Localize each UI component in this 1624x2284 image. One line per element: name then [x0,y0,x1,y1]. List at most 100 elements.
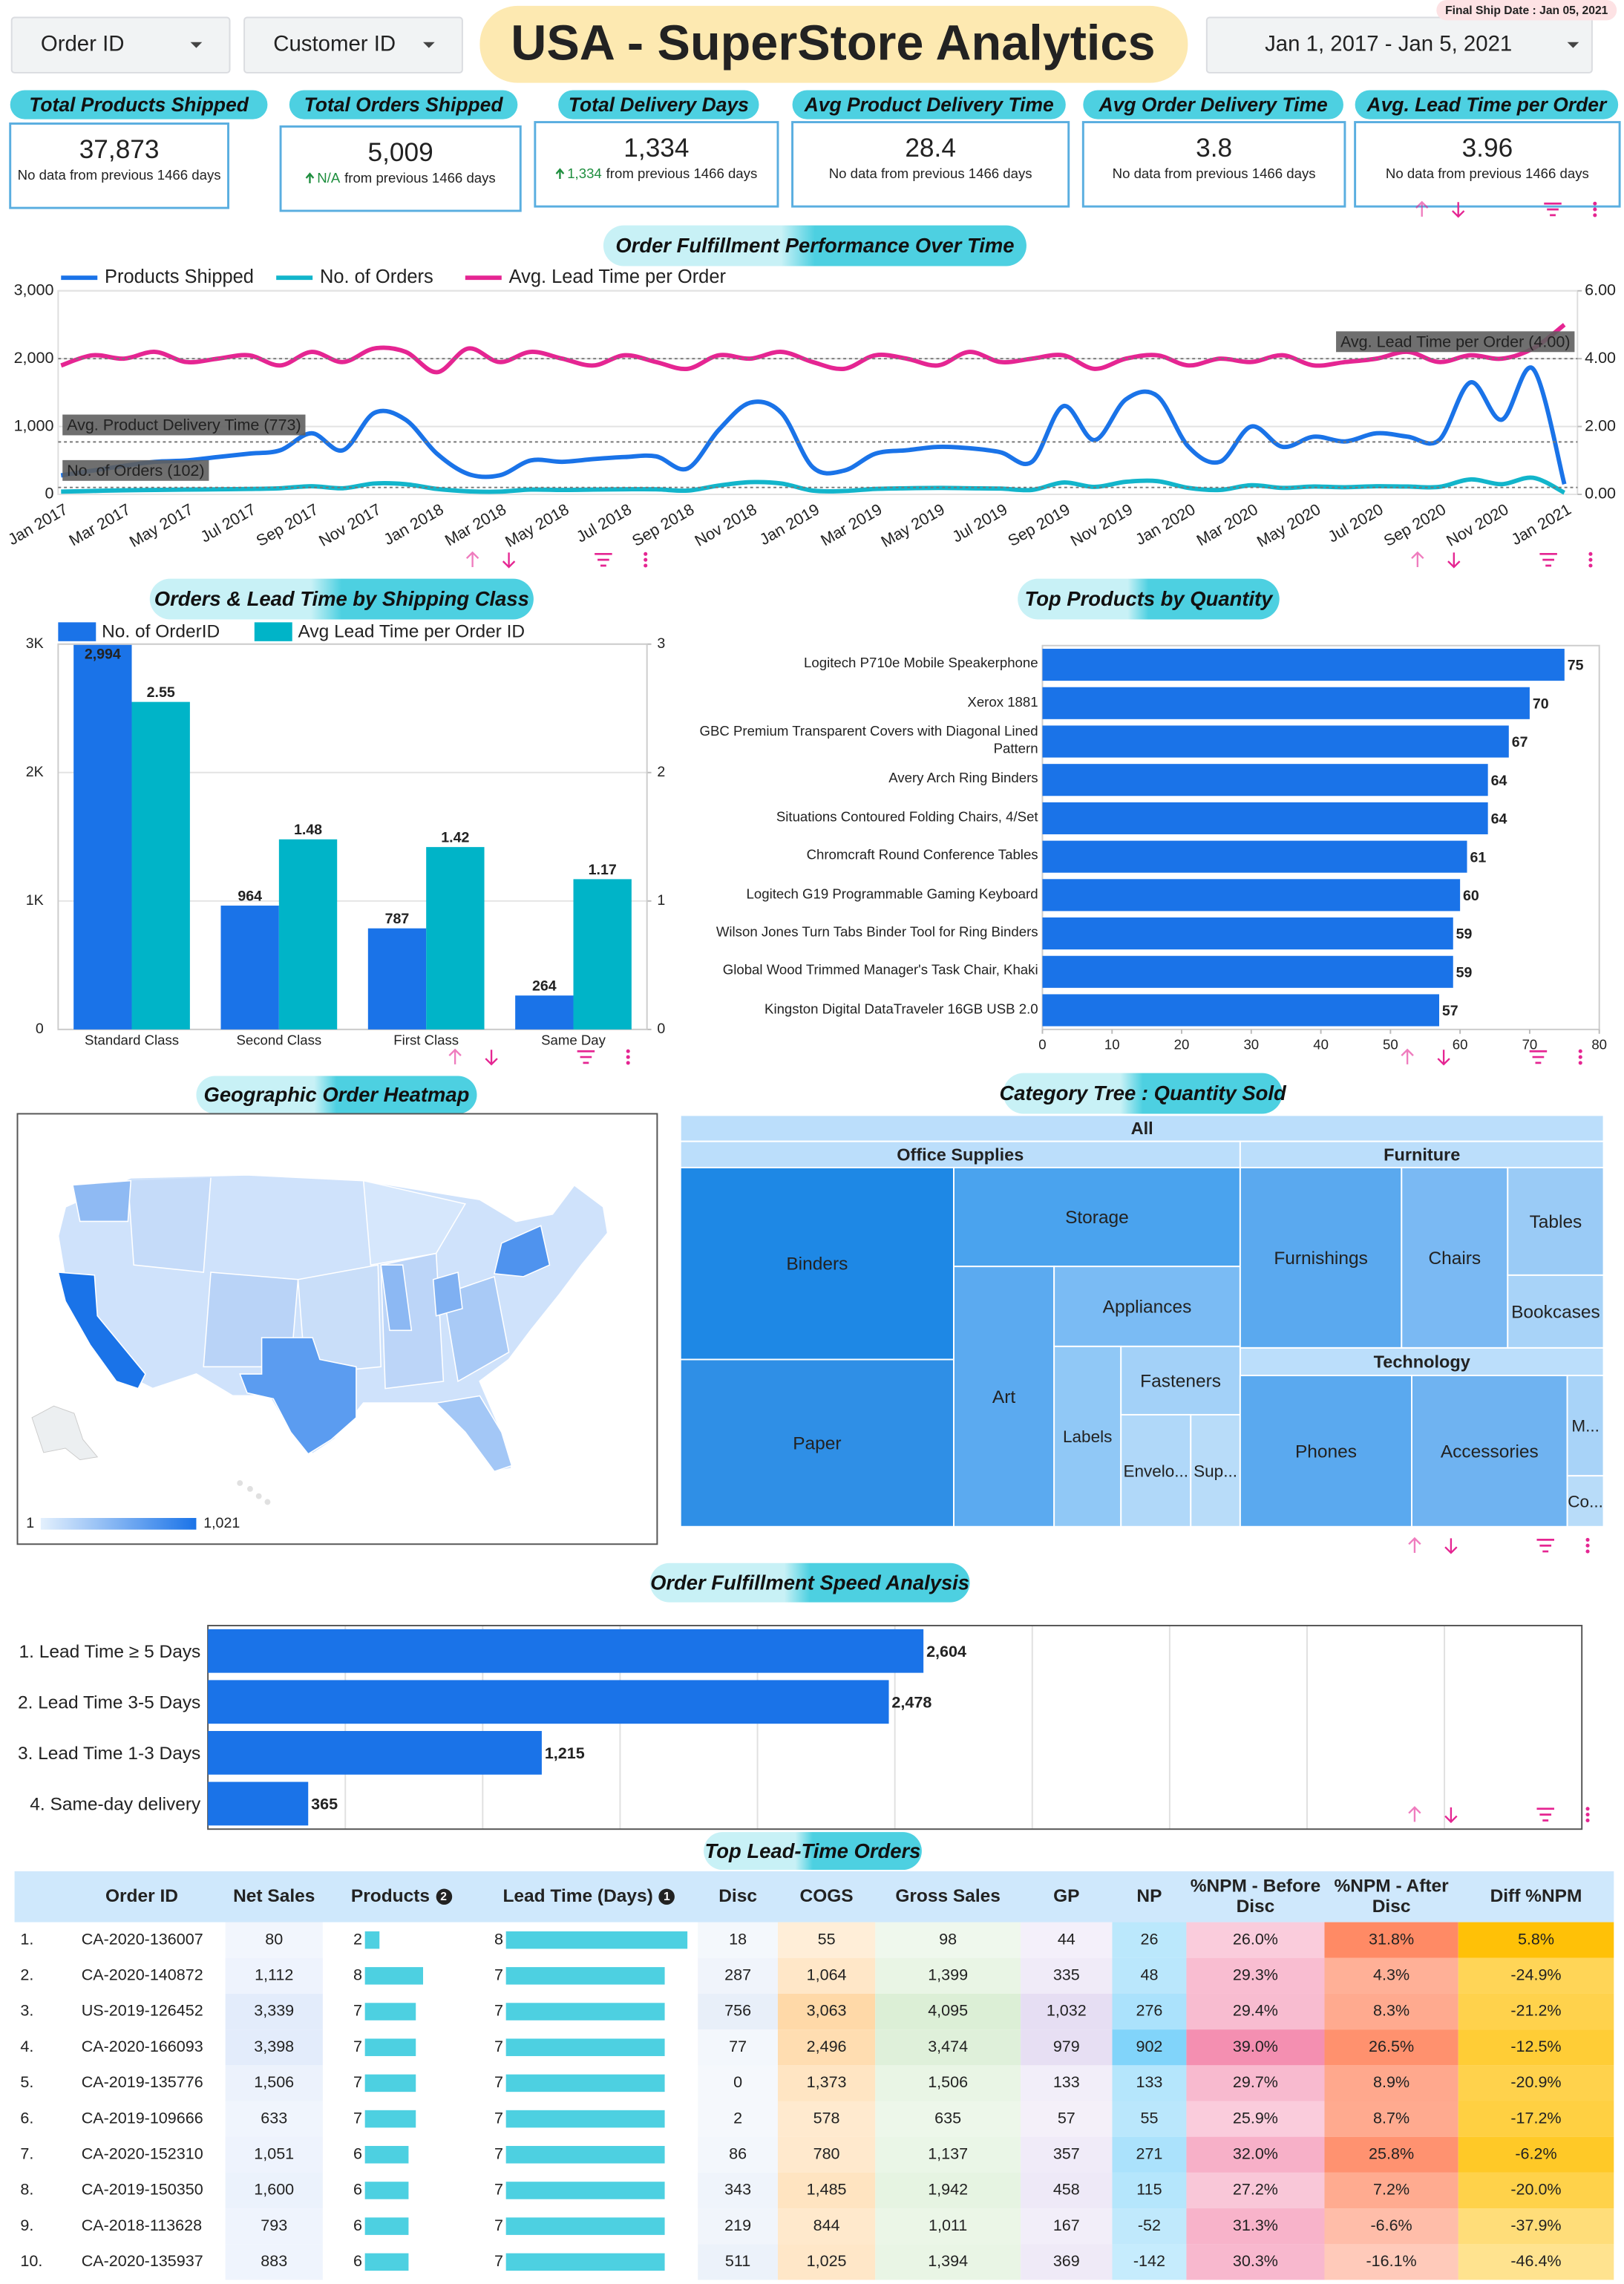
treemap-label: Accessories [1441,1442,1539,1462]
treemap-header-label: All [1131,1119,1153,1138]
tool-sort-up[interactable] [1415,200,1429,217]
tool-menu-dot[interactable] [1578,1049,1582,1053]
tool-sort-down[interactable] [1444,1538,1458,1554]
cell-text: 167 [1053,2216,1080,2234]
bar [1042,955,1453,988]
treemap-cell[interactable] [1053,1345,1122,1528]
tool-sort-down[interactable] [1444,1807,1458,1824]
treemap-cell[interactable] [1411,1375,1568,1528]
category-text: Logitech P710e Mobile Speakerphone [804,655,1038,673]
tool-sort-down[interactable] [502,552,516,569]
kpi-comparison: 1,334 from previous 1466 days [567,166,757,181]
reference-label-bg [62,414,306,436]
cell-text: -37.9% [1510,2216,1561,2234]
tool-menu-dot[interactable] [1593,207,1597,212]
treemap-header-label: Furniture [1384,1145,1460,1164]
tool-filter[interactable] [1539,552,1557,567]
cell-text: -16.1% [1366,2252,1416,2270]
x-tick-label: Jul 2019 [949,500,1010,546]
cell-bar [505,2074,665,2092]
treemap-cell[interactable] [679,1358,955,1528]
treemap-cell[interactable] [1507,1274,1605,1349]
treemap-cell[interactable] [953,1266,1055,1528]
treemap-label: Co... [1568,1492,1603,1511]
filter-dropdown[interactable] [10,16,231,73]
tool-filter[interactable] [1529,1050,1548,1064]
tool-menu-dot[interactable] [1578,1061,1582,1065]
treemap-cell[interactable] [1239,1375,1412,1528]
tool-sort-up[interactable] [465,551,479,567]
bar [1042,994,1440,1027]
tool-sort-down[interactable] [485,1050,498,1066]
tool-menu-dot[interactable] [1585,1818,1590,1822]
bar [208,1629,924,1673]
cell-bg [225,2244,323,2280]
tool-menu-dot[interactable] [1585,1537,1590,1542]
category-text: 3. Lead Time 1-3 Days [17,1742,201,1764]
treemap-cell[interactable] [1566,1475,1605,1528]
category-label: Kingston Digital DataTraveler 16GB USB 2… [764,1001,1038,1018]
tool-sort-up[interactable] [1408,1537,1421,1554]
y2-tick-label: 3 [657,635,665,652]
column-name: Products [350,1885,430,1906]
tool-menu-dot[interactable] [1585,1549,1590,1554]
tool-filter[interactable] [1536,1807,1554,1822]
treemap-cell[interactable] [679,1166,955,1361]
treemap-cell[interactable] [1507,1166,1605,1276]
column-header: Products 2 [350,1885,452,1906]
cell-text: 756 [724,2002,751,2020]
tool-menu-dot[interactable] [1593,201,1597,206]
cell-bg [225,1957,323,1994]
tool-menu-dot[interactable] [1588,552,1593,556]
cell-text: -20.9% [1510,2073,1561,2091]
treemap-label: Chairs [1428,1249,1481,1269]
tool-menu-dot[interactable] [644,557,648,562]
treemap-cell[interactable] [1120,1413,1192,1528]
data-label: 59 [1456,926,1473,943]
y-tick-label: 2,000 [14,349,54,367]
tool-menu-dot[interactable] [626,1049,630,1053]
cell-bg [1324,2101,1458,2137]
tool-menu-dot[interactable] [1588,557,1593,562]
plot-frame [207,1624,1583,1830]
treemap-cell[interactable] [1120,1345,1241,1416]
column-name: COGS [799,1885,854,1906]
cell-text: -12.5% [1510,2038,1561,2055]
tool-sort-up[interactable] [1408,1806,1421,1822]
tool-filter[interactable] [595,552,612,567]
tool-sort-up[interactable] [1401,1048,1414,1064]
tool-filter[interactable] [577,1050,595,1064]
tool-sort-down[interactable] [1452,202,1465,218]
data-label: 64 [1491,811,1507,828]
treemap-label: Binders [786,1254,848,1274]
treemap-cell[interactable] [1190,1413,1241,1528]
tool-menu-dot[interactable] [644,563,648,568]
map-region [127,1177,212,1273]
date-dropdown[interactable] [1205,16,1593,73]
tool-sort-up[interactable] [1411,551,1424,567]
filter-dropdown[interactable] [243,16,463,73]
treemap-cell[interactable] [1053,1266,1241,1347]
cell-text: 357 [1053,2144,1080,2162]
tool-menu-dot[interactable] [644,552,648,556]
tool-menu-dot[interactable] [1593,213,1597,217]
cell-text: 7 [494,2038,503,2055]
treemap-cell[interactable] [1401,1166,1509,1349]
cell-bar [505,2146,665,2164]
tool-menu-dot[interactable] [1588,563,1593,568]
tool-menu-dot[interactable] [626,1061,630,1065]
tool-sort-up[interactable] [448,1048,462,1064]
tool-sort-down[interactable] [1437,1050,1450,1066]
cell-text: 6 [353,2144,362,2162]
tool-menu-dot[interactable] [1578,1055,1582,1059]
tool-menu-dot[interactable] [1585,1543,1590,1548]
tool-menu-dot[interactable] [1585,1813,1590,1817]
tool-menu-dot[interactable] [626,1055,630,1059]
tool-sort-down[interactable] [1447,552,1461,569]
cell-text: -6.6% [1370,2216,1412,2234]
tool-filter[interactable] [1544,202,1562,217]
tool-menu-dot[interactable] [1585,1807,1590,1811]
tool-filter[interactable] [1536,1539,1554,1553]
treemap-cell[interactable] [1239,1166,1403,1349]
